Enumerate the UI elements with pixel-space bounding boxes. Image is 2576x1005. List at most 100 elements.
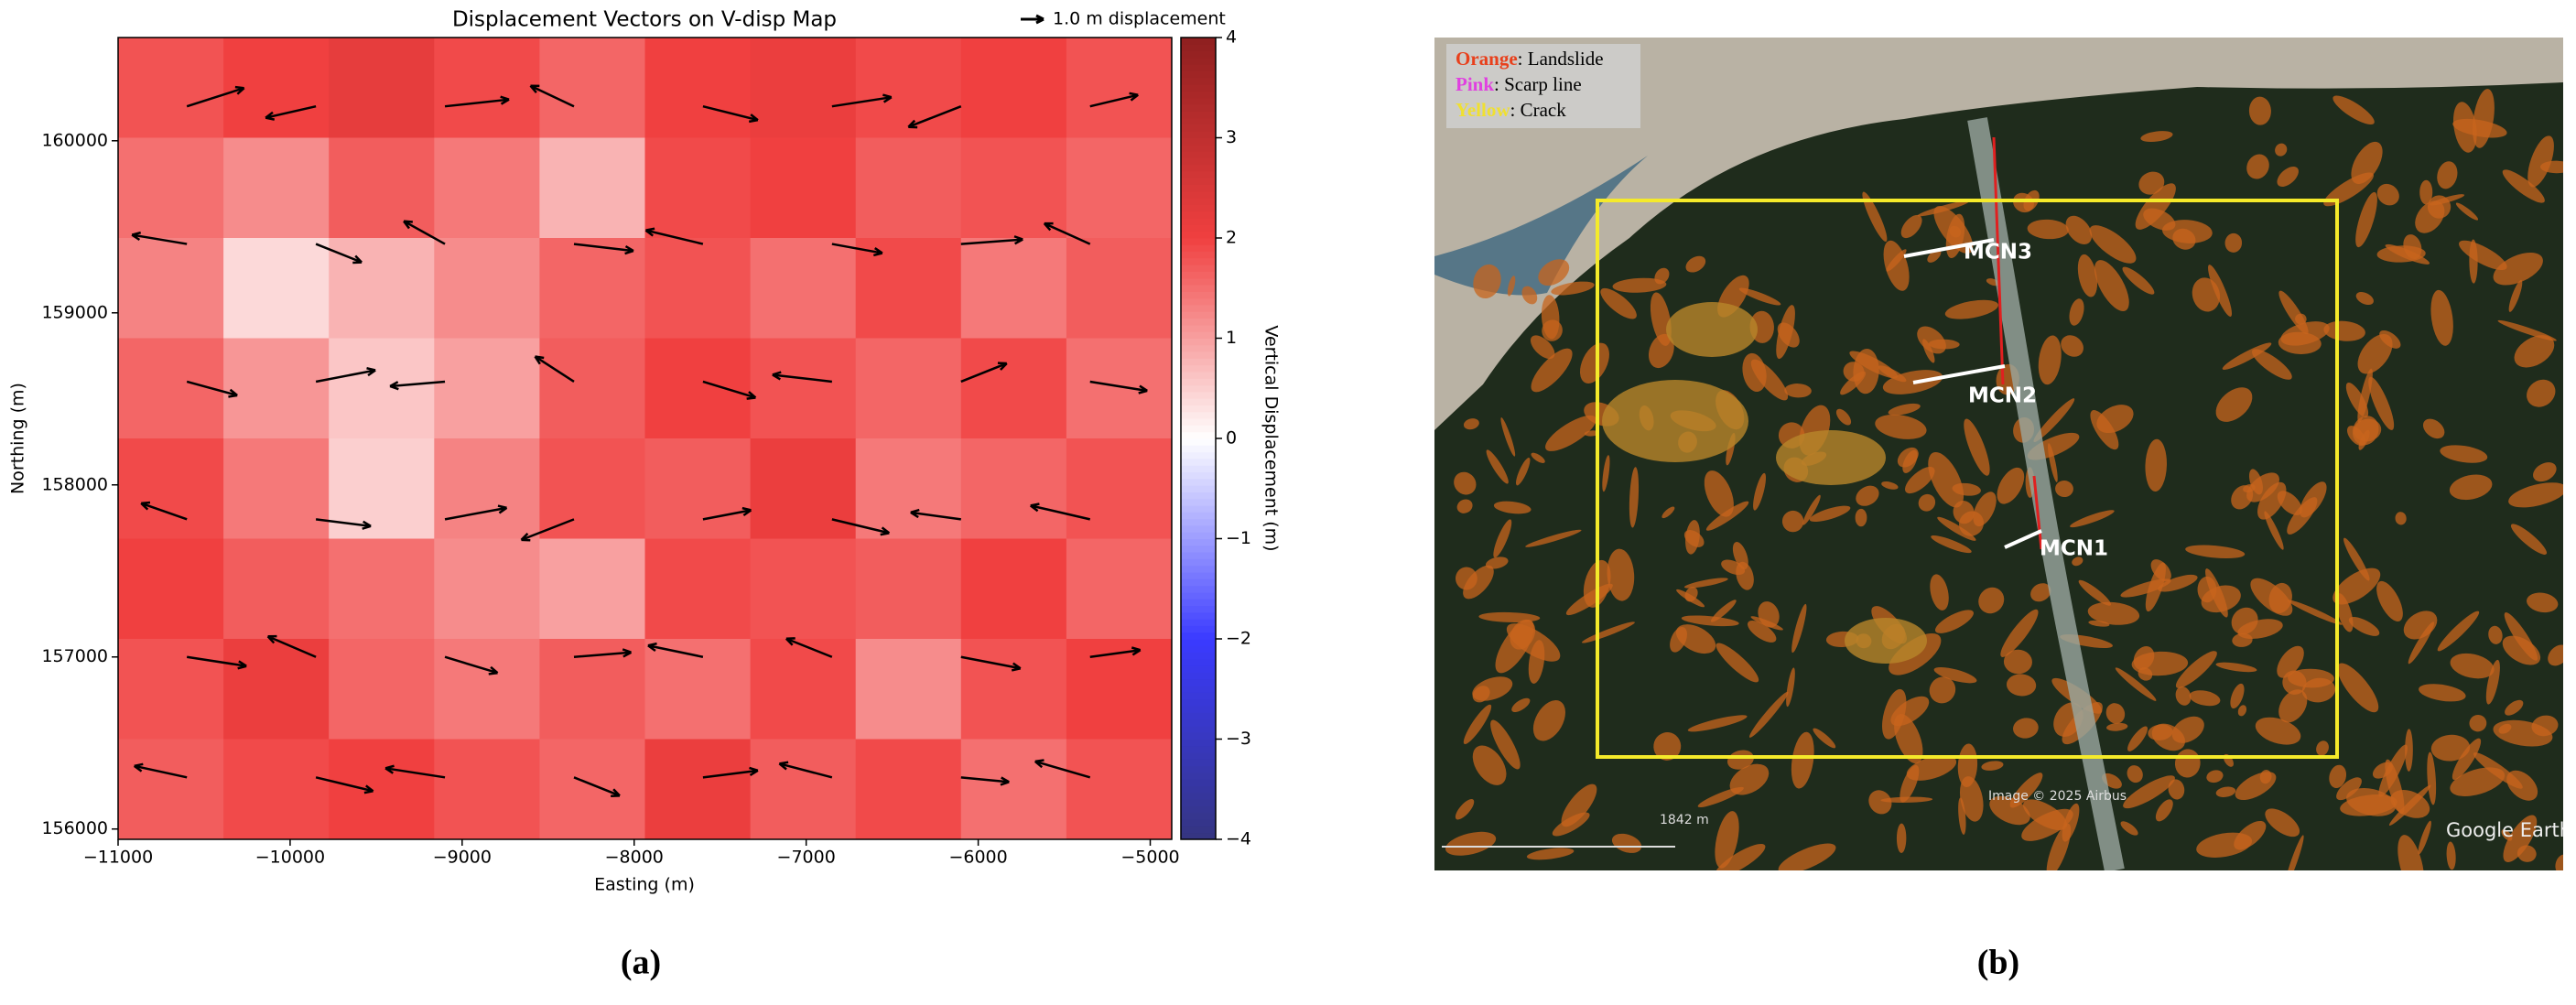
colorbar-step [1181,190,1216,199]
heat-cell [960,538,1067,640]
landslide [1654,267,1670,285]
landslide [2135,183,2176,230]
landslide [2145,438,2167,492]
heat-cell [960,338,1067,439]
legend-entry: Yellow: Crack [1456,99,1566,121]
heat-cell [434,739,540,839]
heat-cell [1066,438,1172,539]
landslide [2449,474,2493,501]
colorbar-step [1181,231,1216,239]
landslide [1809,505,1851,522]
landslide [1930,574,1949,611]
landslide [1710,600,1737,622]
landslide [1611,833,1642,853]
landslide [2048,443,2058,482]
landslide [2415,200,2445,233]
y-tick-label: 158000 [41,474,108,494]
heat-cell [1066,137,1172,239]
landslide [2440,445,2488,463]
landslide [1650,292,1672,346]
landslide [2278,689,2308,723]
colorbar-step [1181,532,1216,539]
quiver-key-arrow [1021,14,1044,25]
heat-cell [1066,538,1172,640]
colorbar-step [1181,372,1216,379]
landslide [2508,482,2563,508]
landslide [2277,166,2299,187]
station-label: MCN1 [2040,537,2108,561]
landslide [1490,719,1521,770]
landslide [2514,335,2555,368]
landslide [1883,240,1910,291]
landslide [2162,220,2213,243]
landslide [1953,501,1975,524]
colorbar-tick-label: 3 [1226,127,1237,147]
legend-box [1446,44,1640,128]
colorbar-step [1181,599,1216,606]
landslide [1685,255,1706,273]
landslide [1531,348,1573,393]
landslide [1753,472,1767,511]
landslide [2351,141,2383,184]
landslide [2252,349,2292,380]
colorbar-step [1181,799,1216,806]
colorbar-step [1181,545,1216,553]
colorbar-tick-label: −3 [1226,729,1251,749]
heat-cell [644,739,752,839]
vector-arrow [520,518,575,542]
landslide [1697,786,1744,808]
landslide [2510,524,2548,555]
landslide [2021,808,2073,841]
heat-cell [1066,639,1172,740]
landslide [1716,643,1759,683]
landslide [1738,287,1781,306]
heat-cell [960,739,1067,839]
heat-cell [644,538,752,640]
y-tick-label: 157000 [41,646,108,666]
landslide [2246,154,2269,179]
landslide [1493,501,1532,514]
heat-cell [223,538,330,640]
colorbar-label: Vertical Displacement (m) [1261,325,1282,551]
colorbar-step [1181,805,1216,814]
landslide [2000,609,2039,657]
profile-lines [1903,238,2042,549]
vector-arrow [1089,380,1148,394]
landslide [2120,821,2138,836]
landslide [1802,494,1821,525]
landslide [2345,382,2369,418]
landslide [1868,790,1892,815]
landslide [2235,772,2277,801]
colorbar-step [1181,111,1216,119]
landslide [1902,449,1918,473]
heat-cell [750,639,857,740]
colorbar-step [1181,445,1216,453]
landslide [1894,713,1923,764]
colorbar-step [1181,391,1216,399]
landslide [2502,169,2545,203]
colorbar-step [1181,745,1216,753]
heat-cell [118,137,224,239]
landslide [1918,493,1936,512]
landslide [1888,403,1921,416]
y-axis-label: Northing (m) [8,383,28,494]
colorbar-step [1181,692,1216,700]
landslide [1511,697,1531,712]
heat-cell [644,238,752,339]
colorbar-step [1181,785,1216,794]
colorbar-step [1181,358,1216,366]
heat-cell [1066,739,1172,839]
colorbar-step [1181,44,1216,52]
heat-cell [329,538,435,640]
landslide [1704,470,1734,517]
landslide [1931,535,1972,554]
landslide [2419,684,2466,702]
y-tick-label: 156000 [41,818,108,838]
chart-title: Displacement Vectors on V-disp Map [452,8,837,32]
colorbar-step [1181,538,1216,546]
landslide [1748,620,1777,643]
landslide [2069,298,2084,326]
vector-arrow [831,243,883,257]
landslide [1683,578,1728,589]
colorbar-step [1181,124,1216,132]
